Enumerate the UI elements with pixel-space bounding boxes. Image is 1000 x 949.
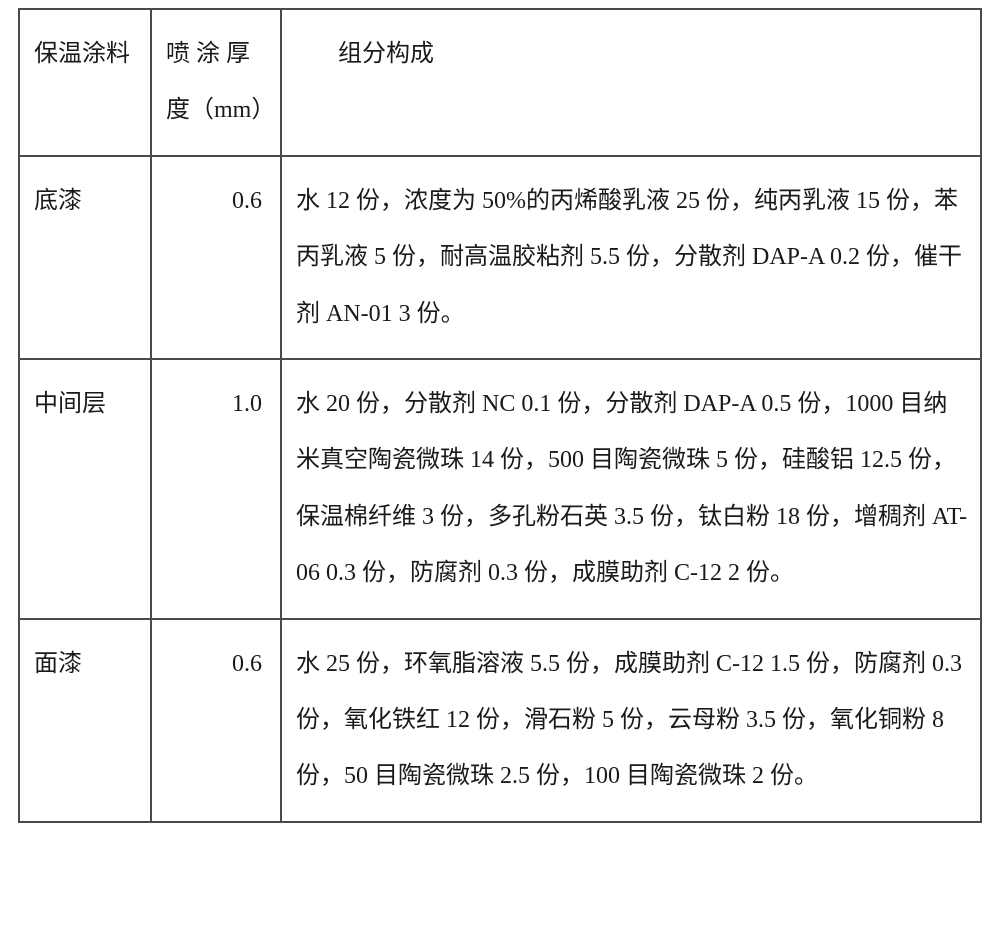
col-header-thickness: 喷 涂 厚度（mm） [151,9,281,156]
cell-thickness: 0.6 [151,156,281,359]
cell-coating-type: 面漆 [19,619,151,822]
col-header-coating-type: 保温涂料 [19,9,151,156]
table-row: 底漆 0.6 水 12 份，浓度为 50%的丙烯酸乳液 25 份，纯丙乳液 15… [19,156,981,359]
table-row: 中间层 1.0 水 20 份，分散剂 NC 0.1 份，分散剂 DAP-A 0.… [19,359,981,619]
table-row: 面漆 0.6 水 25 份，环氧脂溶液 5.5 份，成膜助剂 C-12 1.5 … [19,619,981,822]
cell-composition: 水 12 份，浓度为 50%的丙烯酸乳液 25 份，纯丙乳液 15 份，苯丙乳液… [281,156,981,359]
cell-coating-type: 底漆 [19,156,151,359]
cell-composition: 水 25 份，环氧脂溶液 5.5 份，成膜助剂 C-12 1.5 份，防腐剂 0… [281,619,981,822]
cell-coating-type: 中间层 [19,359,151,619]
cell-thickness: 1.0 [151,359,281,619]
col-header-composition: 组分构成 [281,9,981,156]
cell-composition: 水 20 份，分散剂 NC 0.1 份，分散剂 DAP-A 0.5 份，1000… [281,359,981,619]
cell-thickness: 0.6 [151,619,281,822]
table-header-row: 保温涂料 喷 涂 厚度（mm） 组分构成 [19,9,981,156]
coating-composition-table: 保温涂料 喷 涂 厚度（mm） 组分构成 底漆 0.6 水 12 份，浓度为 5… [18,8,982,823]
